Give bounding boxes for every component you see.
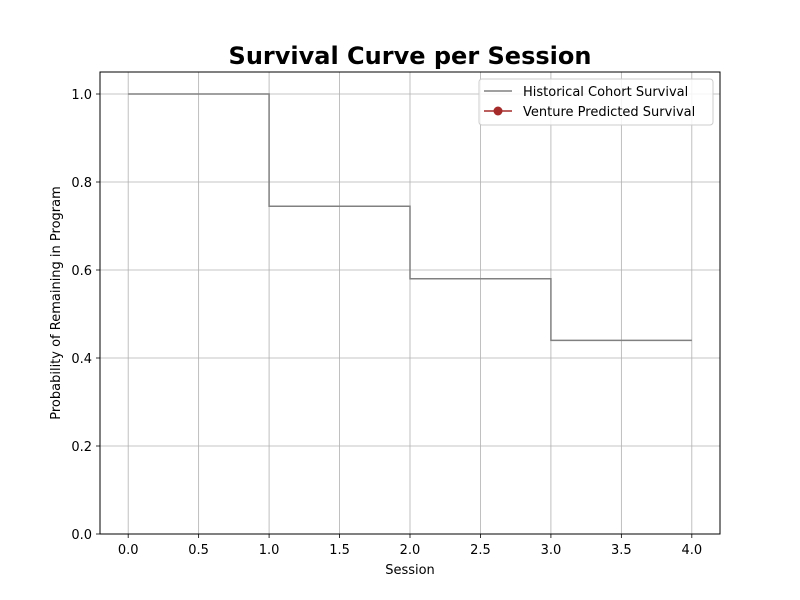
legend: Historical Cohort Survival Venture Predic… xyxy=(478,78,714,126)
legend-box xyxy=(478,78,714,126)
x-axis-label: Session xyxy=(385,563,435,578)
y-tick-label: 0.0 xyxy=(71,528,92,543)
y-axis-label: Probability of Remaining in Program xyxy=(49,186,64,420)
legend-marker-1 xyxy=(493,106,503,116)
legend-label-1: Venture Predicted Survival xyxy=(523,105,695,120)
x-tick-label: 0.0 xyxy=(118,543,139,558)
x-tick-label: 2.5 xyxy=(470,543,491,558)
x-tick-label: 0.5 xyxy=(188,543,209,558)
x-tick-label: 3.5 xyxy=(611,543,632,558)
y-tick-label: 0.6 xyxy=(71,264,92,279)
legend-label-0: Historical Cohort Survival xyxy=(523,85,688,100)
x-tick-label: 3.0 xyxy=(541,543,562,558)
chart-title: Survival Curve per Session xyxy=(229,42,592,70)
series-line-0 xyxy=(128,93,692,342)
x-tick-label: 4.0 xyxy=(681,543,702,558)
y-tick-label: 0.4 xyxy=(71,352,92,367)
y-tick-label: 1.0 xyxy=(71,88,92,103)
y-tick-label: 0.8 xyxy=(71,176,92,191)
series-layer xyxy=(128,93,692,342)
x-tick-label: 1.0 xyxy=(259,543,280,558)
y-tick-label: 0.2 xyxy=(71,440,92,455)
x-tick-label: 1.5 xyxy=(329,543,350,558)
x-tick-label: 2.0 xyxy=(400,543,421,558)
axis-ticks: 0.0 0.5 1.0 1.5 2.0 2.5 3.0 3.5 4.0 0.0 0.2 0.4 0.6 0… xyxy=(71,88,702,558)
